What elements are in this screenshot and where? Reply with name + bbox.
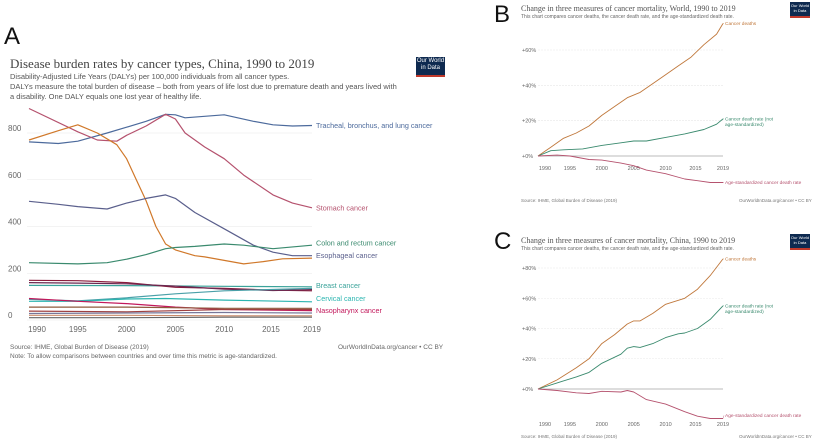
y-tick-label: +80% bbox=[522, 266, 536, 272]
y-tick-label: 600 bbox=[8, 171, 22, 180]
series-label: Cancer death rate (not bbox=[725, 116, 774, 122]
x-tick-label: 2010 bbox=[659, 422, 671, 428]
panel-letter-b: B bbox=[494, 1, 511, 28]
series-label: age-standardized) bbox=[725, 122, 764, 128]
series-label: Nasopharynx cancer bbox=[316, 306, 383, 315]
x-tick-label: 2015 bbox=[689, 422, 701, 428]
series-label: Age-standardized cancer death rate bbox=[725, 413, 802, 419]
chart-b-title: Change in three measures of cancer morta… bbox=[521, 4, 736, 13]
chart-c-source: Source: IHME, Global Burden of Disease (… bbox=[521, 434, 618, 439]
chart-a-subtitle-3: a disability. One DALY equals one lost y… bbox=[10, 92, 202, 101]
y-tick-label: +20% bbox=[522, 357, 536, 363]
panel-letter-a: A bbox=[4, 23, 21, 50]
chart-a-subtitle-1: Disability-Adjusted Life Years (DALYs) p… bbox=[10, 72, 290, 81]
panel-letter-c: C bbox=[494, 228, 512, 255]
series-line bbox=[537, 118, 724, 157]
x-tick-label: 2019 bbox=[717, 166, 729, 172]
series-label: Cancer deaths bbox=[725, 21, 757, 27]
series-line bbox=[28, 113, 313, 145]
x-tick-label: 2015 bbox=[262, 325, 280, 334]
chart-b-subtitle: This chart compares cancer deaths, the c… bbox=[521, 14, 734, 20]
chart-a-source: Source: IHME, Global Burden of Disease (… bbox=[10, 344, 149, 351]
chart-a-subtitle-2: DALYs measure the total burden of diseas… bbox=[10, 82, 397, 91]
series-line bbox=[28, 194, 312, 257]
series-label: Stomach cancer bbox=[316, 203, 369, 212]
x-tick-label: 1995 bbox=[564, 166, 576, 172]
x-tick-label: 2000 bbox=[596, 166, 608, 172]
y-tick-label: 800 bbox=[8, 124, 22, 133]
series-label: Age-standardized cancer death rate bbox=[725, 180, 802, 186]
label-connector bbox=[722, 415, 725, 419]
chart-c-credit-link[interactable]: OurWorldInData.org/cancer • CC BY bbox=[739, 434, 812, 439]
y-tick-label: +20% bbox=[522, 119, 536, 125]
x-tick-label: 1990 bbox=[539, 422, 551, 428]
series-label: Breast cancer bbox=[316, 281, 361, 290]
x-tick-label: 2019 bbox=[303, 325, 321, 334]
series-label: Esophageal cancer bbox=[316, 251, 378, 260]
chart-c-subtitle: This chart compares cancer deaths, the c… bbox=[521, 246, 734, 252]
x-tick-label: 2005 bbox=[166, 325, 184, 334]
y-tick-label: 200 bbox=[8, 264, 22, 273]
y-tick-label: +60% bbox=[522, 48, 536, 54]
x-tick-label: 1995 bbox=[564, 422, 576, 428]
x-tick-label: 1990 bbox=[539, 166, 551, 172]
series-line bbox=[28, 311, 313, 315]
series-label: age-standardized) bbox=[725, 309, 764, 315]
x-tick-label: 2005 bbox=[628, 422, 640, 428]
series-label: Tracheal, bronchus, and lung cancer bbox=[316, 121, 433, 130]
x-tick-label: 1990 bbox=[28, 325, 46, 334]
chart-c-title: Change in three measures of cancer morta… bbox=[521, 236, 736, 245]
series-line bbox=[28, 124, 313, 265]
series-line bbox=[537, 258, 724, 390]
chart-c: +0% +20% +40% +60% +80% 1990 1995 2000 2005 2010 2… bbox=[522, 256, 802, 428]
y-tick-label: 400 bbox=[8, 218, 22, 227]
chart-a-credit-link[interactable]: OurWorldInData.org/cancer • CC BY bbox=[338, 344, 444, 351]
series-line bbox=[28, 243, 313, 265]
chart-a-note: Note: To allow comparisons between count… bbox=[10, 353, 277, 360]
y-tick-label: +0% bbox=[522, 387, 533, 393]
x-tick-label: 1995 bbox=[69, 325, 87, 334]
series-line bbox=[537, 23, 724, 157]
owid-logo-c: Our World in Data bbox=[790, 234, 810, 250]
x-tick-label: 2000 bbox=[118, 325, 136, 334]
x-tick-label: 2019 bbox=[717, 422, 729, 428]
chart-a-title: Disease burden rates by cancer types, Ch… bbox=[10, 56, 315, 71]
series-line bbox=[537, 154, 723, 183]
series-line bbox=[28, 282, 313, 292]
y-tick-label: 0 bbox=[8, 311, 13, 320]
x-tick-label: 2010 bbox=[215, 325, 233, 334]
chart-a: 0 200 400 600 800 1990 1995 2000 2005 2010 2015 201… bbox=[8, 107, 433, 334]
series-line bbox=[29, 314, 312, 317]
x-tick-label: 2010 bbox=[659, 166, 671, 172]
y-tick-label: +40% bbox=[522, 327, 536, 333]
series-line bbox=[29, 316, 312, 319]
series-label: Colon and rectum cancer bbox=[316, 238, 397, 247]
chart-b-credit-link[interactable]: OurWorldInData.org/cancer • CC BY bbox=[739, 198, 812, 203]
y-tick-label: +60% bbox=[522, 296, 536, 302]
y-tick-label: +40% bbox=[522, 83, 536, 89]
x-tick-label: 2005 bbox=[628, 166, 640, 172]
x-tick-label: 2015 bbox=[689, 166, 701, 172]
chart-b: +0% +20% +40% +60% 1990 1995 2000 2005 2010 2015 2… bbox=[522, 21, 802, 186]
series-line bbox=[537, 388, 723, 419]
owid-logo-b: Our World in Data bbox=[790, 2, 810, 18]
x-tick-label: 2000 bbox=[596, 422, 608, 428]
series-label: Cancer deaths bbox=[725, 256, 757, 262]
series-label: Cervical cancer bbox=[316, 294, 366, 303]
series-label: Cancer death rate (not bbox=[725, 303, 774, 309]
series-line bbox=[28, 107, 313, 209]
y-tick-label: +0% bbox=[522, 154, 533, 160]
owid-logo-a: Our World in Data bbox=[416, 57, 445, 77]
series-line bbox=[537, 305, 724, 390]
chart-b-source: Source: IHME, Global Burden of Disease (… bbox=[521, 198, 618, 203]
series-line bbox=[29, 306, 312, 309]
series-line bbox=[28, 308, 312, 313]
